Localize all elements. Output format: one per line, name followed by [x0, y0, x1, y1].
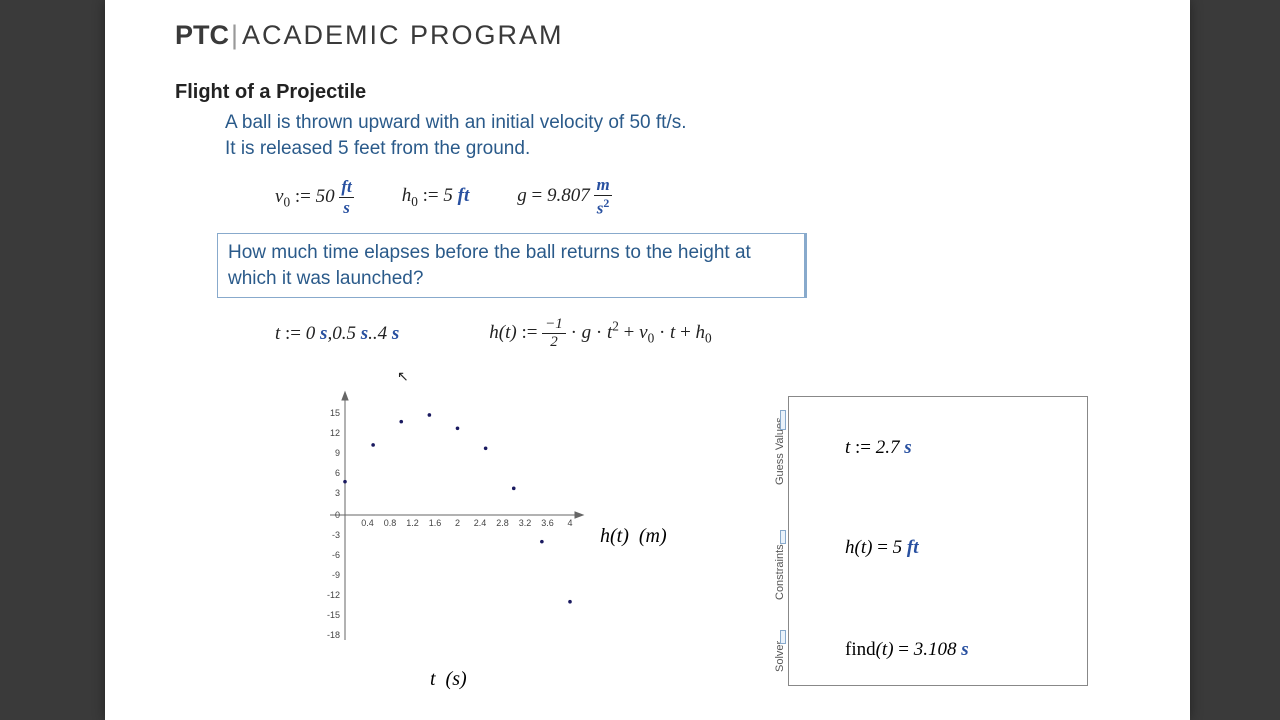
x-axis-label: t (s): [430, 668, 467, 691]
y-axis-label: h(t) (m): [600, 525, 667, 548]
svg-text:0.8: 0.8: [384, 518, 397, 528]
svg-text:15: 15: [330, 408, 340, 418]
solve-block-body: t := 2.7 s h(t) = 5 ft find(t) = 3.108 s: [788, 396, 1088, 686]
svg-text:-6: -6: [332, 550, 340, 560]
brand-rest: ACADEMIC PROGRAM: [242, 20, 564, 50]
equations-row: t := 0 s,0.5 s..4 s h(t) := −12 · g · t2…: [275, 316, 1120, 351]
lower-region: 0.40.81.2 1.622.4 2.83.23.6 4 15129 630 …: [280, 390, 1110, 700]
ht-function-definition[interactable]: h(t) := −12 · g · t2 + v0 · t + h0: [489, 316, 711, 351]
svg-text:-18: -18: [327, 630, 340, 640]
solver-result-line[interactable]: find(t) = 3.108 s: [845, 639, 969, 661]
question-textbox[interactable]: How much time elapses before the ball re…: [217, 233, 807, 298]
brand-header: PTC|ACADEMIC PROGRAM: [175, 20, 1120, 51]
svg-text:1.6: 1.6: [429, 518, 442, 528]
g-definition[interactable]: g = 9.807 ms2: [517, 175, 611, 219]
svg-text:2: 2: [455, 518, 460, 528]
svg-text:1.2: 1.2: [406, 518, 419, 528]
svg-text:6: 6: [335, 468, 340, 478]
svg-text:-15: -15: [327, 610, 340, 620]
rail-label-constraints: Constraints: [774, 544, 786, 600]
svg-text:3.6: 3.6: [541, 518, 554, 528]
svg-text:9: 9: [335, 448, 340, 458]
h0-definition[interactable]: h0 := 5 ft: [402, 185, 470, 210]
svg-text:12: 12: [330, 428, 340, 438]
brand-sep: |: [231, 20, 240, 50]
svg-text:3.2: 3.2: [519, 518, 532, 528]
svg-text:-9: -9: [332, 570, 340, 580]
solve-block[interactable]: Guess Values Constraints Solver t := 2.7…: [760, 390, 1090, 690]
svg-text:-3: -3: [332, 530, 340, 540]
svg-text:4: 4: [567, 518, 572, 528]
brand-ptc: PTC: [175, 20, 229, 50]
rail-tab-solver[interactable]: [780, 630, 786, 644]
svg-text:2.8: 2.8: [496, 518, 509, 528]
svg-text:2.4: 2.4: [474, 518, 487, 528]
scatter-plot[interactable]: 0.40.81.2 1.622.4 2.83.23.6 4 15129 630 …: [280, 390, 590, 650]
constraint-line[interactable]: h(t) = 5 ft: [845, 537, 919, 559]
document-page: PTC|ACADEMIC PROGRAM Flight of a Project…: [105, 0, 1190, 720]
svg-text:0.4: 0.4: [361, 518, 374, 528]
definitions-row: v0 := 50 fts h0 := 5 ft g = 9.807 ms2: [275, 175, 1120, 219]
svg-text:0: 0: [335, 510, 340, 520]
guess-value-line[interactable]: t := 2.7 s: [845, 437, 912, 459]
rail-label-solver: Solver: [774, 641, 786, 672]
t-range-definition[interactable]: t := 0 s,0.5 s..4 s: [275, 323, 399, 345]
mouse-cursor-icon: ↖: [397, 368, 409, 385]
rail-tab-constraints[interactable]: [780, 530, 786, 544]
rail-tab-guess[interactable]: [780, 410, 786, 430]
solve-block-rail: Guess Values Constraints Solver: [760, 390, 782, 680]
v0-definition[interactable]: v0 := 50 fts: [275, 177, 354, 218]
svg-text:3: 3: [335, 488, 340, 498]
page-title: Flight of a Projectile: [175, 81, 1120, 104]
svg-text:-12: -12: [327, 590, 340, 600]
intro-text: A ball is thrown upward with an initial …: [225, 110, 1120, 161]
